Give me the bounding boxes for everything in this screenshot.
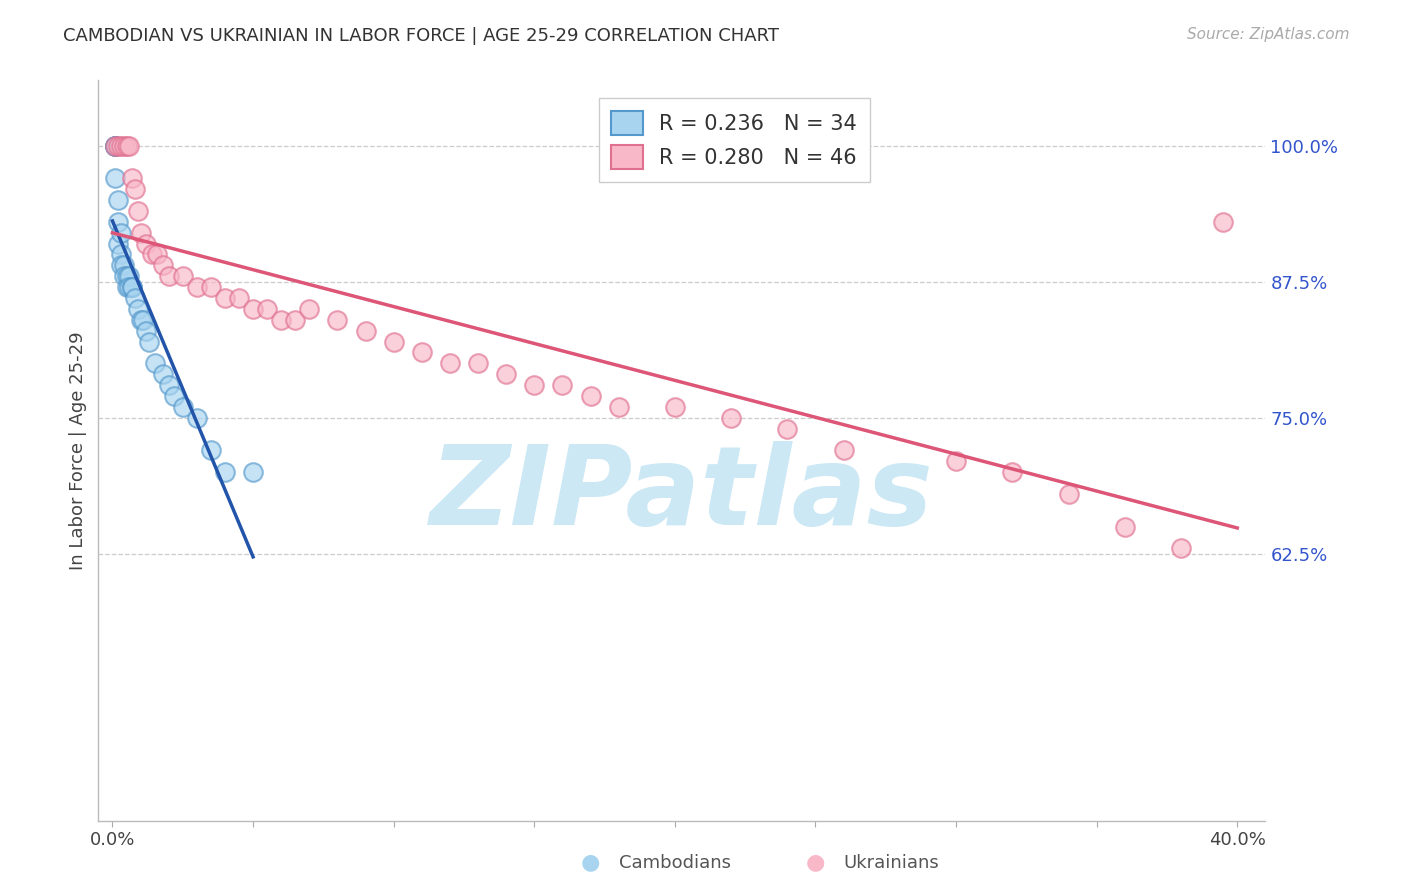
Point — [107, 138, 129, 153]
Legend: R = 0.236   N = 34, R = 0.280   N = 46: R = 0.236 N = 34, R = 0.280 N = 46 — [599, 98, 870, 182]
Point — [135, 324, 157, 338]
Text: ●: ● — [806, 853, 825, 872]
Point — [214, 291, 236, 305]
Point — [110, 259, 132, 273]
Point — [124, 182, 146, 196]
Point — [1001, 465, 1024, 479]
Point — [118, 269, 141, 284]
Point — [115, 138, 138, 153]
Point — [326, 313, 349, 327]
Point — [228, 291, 250, 305]
Point — [138, 334, 160, 349]
Point — [152, 259, 174, 273]
Point — [945, 454, 967, 468]
Point — [104, 138, 127, 153]
Point — [1057, 487, 1080, 501]
Point — [129, 226, 152, 240]
Point — [141, 247, 163, 261]
Point — [439, 356, 461, 370]
Point — [607, 400, 630, 414]
Point — [664, 400, 686, 414]
Point — [1170, 541, 1192, 556]
Point — [112, 138, 135, 153]
Point — [579, 389, 602, 403]
Point — [270, 313, 292, 327]
Point — [242, 301, 264, 316]
Point — [523, 378, 546, 392]
Point — [186, 280, 208, 294]
Point — [129, 313, 152, 327]
Point — [157, 269, 180, 284]
Point — [110, 138, 132, 153]
Point — [124, 291, 146, 305]
Point — [121, 171, 143, 186]
Point — [118, 138, 141, 153]
Point — [112, 259, 135, 273]
Point — [115, 269, 138, 284]
Point — [467, 356, 489, 370]
Point — [720, 410, 742, 425]
Point — [256, 301, 278, 316]
Point — [157, 378, 180, 392]
Point — [110, 226, 132, 240]
Point — [163, 389, 186, 403]
Point — [110, 247, 132, 261]
Point — [104, 138, 127, 153]
Point — [242, 465, 264, 479]
Point — [411, 345, 433, 359]
Point — [104, 171, 127, 186]
Point — [172, 269, 194, 284]
Text: Source: ZipAtlas.com: Source: ZipAtlas.com — [1187, 27, 1350, 42]
Point — [107, 215, 129, 229]
Point — [284, 313, 307, 327]
Point — [143, 356, 166, 370]
Text: Cambodians: Cambodians — [619, 855, 731, 872]
Point — [132, 313, 155, 327]
Point — [152, 368, 174, 382]
Point — [172, 400, 194, 414]
Text: CAMBODIAN VS UKRAINIAN IN LABOR FORCE | AGE 25-29 CORRELATION CHART: CAMBODIAN VS UKRAINIAN IN LABOR FORCE | … — [63, 27, 779, 45]
Point — [354, 324, 377, 338]
Point — [200, 280, 222, 294]
Text: ●: ● — [581, 853, 600, 872]
Point — [214, 465, 236, 479]
Text: ZIPatlas: ZIPatlas — [430, 442, 934, 549]
Point — [1114, 519, 1136, 533]
Point — [135, 236, 157, 251]
Point — [115, 280, 138, 294]
Point — [107, 193, 129, 207]
Point — [118, 280, 141, 294]
Point — [832, 443, 855, 458]
Point — [121, 280, 143, 294]
Point — [146, 247, 169, 261]
Point — [121, 280, 143, 294]
Point — [200, 443, 222, 458]
Y-axis label: In Labor Force | Age 25-29: In Labor Force | Age 25-29 — [69, 331, 87, 570]
Point — [495, 368, 517, 382]
Point — [104, 138, 127, 153]
Point — [127, 301, 149, 316]
Point — [107, 236, 129, 251]
Point — [776, 422, 799, 436]
Point — [112, 269, 135, 284]
Point — [186, 410, 208, 425]
Point — [104, 138, 127, 153]
Point — [127, 203, 149, 218]
Point — [1212, 215, 1234, 229]
Point — [551, 378, 574, 392]
Point — [298, 301, 321, 316]
Text: Ukrainians: Ukrainians — [844, 855, 939, 872]
Point — [104, 138, 127, 153]
Point — [382, 334, 405, 349]
